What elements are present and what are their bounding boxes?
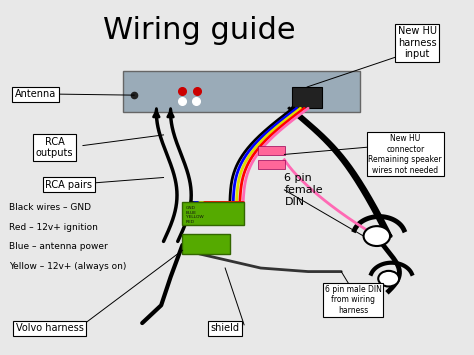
Text: GND
BLUE
YELLOW
RED: GND BLUE YELLOW RED <box>186 206 203 224</box>
FancyBboxPatch shape <box>292 87 322 108</box>
Circle shape <box>364 226 390 246</box>
Text: Antenna: Antenna <box>15 89 56 99</box>
FancyBboxPatch shape <box>258 160 285 169</box>
Text: 6 pin male DIN
from wiring
harness: 6 pin male DIN from wiring harness <box>325 285 382 315</box>
Text: New HU
harness
input: New HU harness input <box>398 26 437 59</box>
Text: Red – 12v+ ignition: Red – 12v+ ignition <box>9 223 99 232</box>
Text: 6 pin
female
DIN: 6 pin female DIN <box>284 173 323 207</box>
FancyBboxPatch shape <box>123 71 360 112</box>
Text: shield: shield <box>210 323 240 333</box>
FancyBboxPatch shape <box>182 202 244 225</box>
Text: RCA
outputs: RCA outputs <box>36 137 73 158</box>
Text: New HU
connector
Remaining speaker
wires not needed: New HU connector Remaining speaker wires… <box>368 134 442 175</box>
Text: Yellow – 12v+ (always on): Yellow – 12v+ (always on) <box>9 262 127 271</box>
Text: Volvo harness: Volvo harness <box>16 323 84 333</box>
FancyBboxPatch shape <box>258 146 285 155</box>
Text: RCA pairs: RCA pairs <box>45 180 92 190</box>
Circle shape <box>378 271 399 286</box>
FancyBboxPatch shape <box>182 234 230 254</box>
Text: Blue – antenna power: Blue – antenna power <box>9 242 108 251</box>
Text: Wiring guide: Wiring guide <box>103 16 295 45</box>
Text: Black wires – GND: Black wires – GND <box>9 203 91 212</box>
